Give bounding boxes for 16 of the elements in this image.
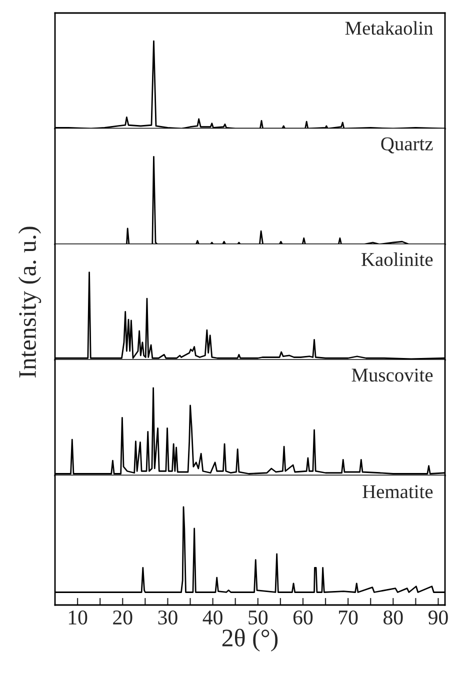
x-tick-label: 10 bbox=[68, 610, 88, 625]
chart-title: Kaolinite bbox=[362, 252, 433, 266]
x-tick-label: 70 bbox=[339, 610, 358, 625]
chart-title: Muscovite bbox=[352, 368, 433, 382]
x-tick-label: 60 bbox=[293, 610, 313, 625]
x-axis-title: 2θ (°) bbox=[222, 628, 278, 652]
chart-title: Quartz bbox=[381, 137, 433, 154]
x-tick-label: 80 bbox=[384, 610, 403, 625]
chart-title: Metakaolin bbox=[345, 21, 433, 35]
x-tick-label: 50 bbox=[248, 610, 268, 625]
x-tick-label: 40 bbox=[202, 610, 222, 625]
x-tick-label: 30 bbox=[158, 610, 178, 625]
x-tick-label: 90 bbox=[428, 610, 448, 625]
chart-title: Hematite bbox=[362, 485, 433, 498]
y-axis-title: Intensity (a. u.) bbox=[18, 226, 42, 378]
x-tick-label: 20 bbox=[113, 610, 132, 625]
